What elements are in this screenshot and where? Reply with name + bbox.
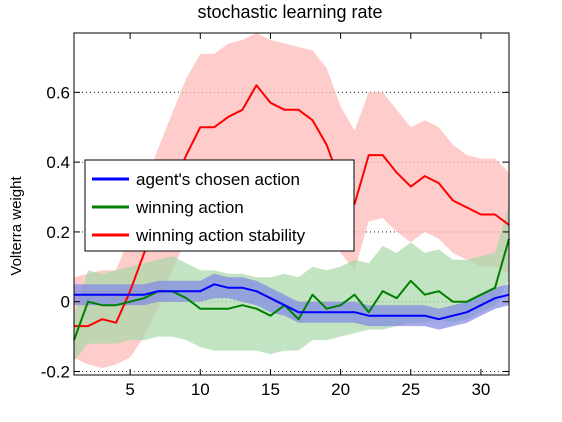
axis-ticks: -0.2 0 0.2 0.4 0.6 5 10 15 20 25 30 [41,33,509,399]
legend-label: winning action stability [135,226,306,245]
legend-label: agent's chosen action [136,170,300,189]
y-tick-label: 0.2 [46,223,70,242]
legend-label: winning action [135,198,244,217]
x-tick-label: 15 [261,380,280,399]
x-tick-label: 20 [331,380,350,399]
y-tick-label: 0.6 [46,83,70,102]
x-tick-label: 30 [471,380,490,399]
y-tick-label: 0 [61,293,70,312]
series-line-0 [74,283,510,321]
legend: agent's chosen action winning action winni… [84,159,355,252]
band-2 [74,33,509,368]
y-tick-label: -0.2 [41,363,70,382]
series-line-1 [73,238,510,341]
x-tick-label: 5 [125,380,134,399]
chart-title: stochastic learning rate [197,2,382,22]
legend-box [84,159,355,252]
y-tick-label: 0.4 [46,153,70,172]
y-axis-label: Volterra weight [8,176,25,276]
x-tick-label: 10 [191,380,210,399]
x-tick-label: 25 [401,380,420,399]
plot-frame [73,32,510,376]
